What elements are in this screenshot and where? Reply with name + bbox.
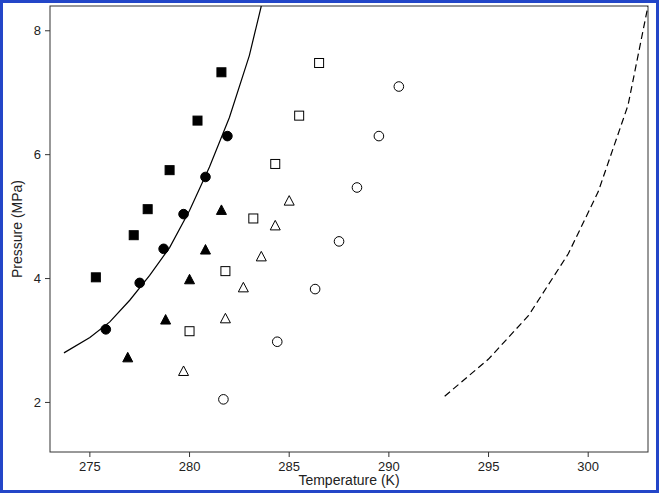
x-tick [588,452,589,457]
plot-area [64,6,648,404]
y-tick-label: 2 [34,395,41,410]
y-tick-label: 6 [34,147,41,162]
point [271,159,280,168]
plot-frame [50,6,648,452]
x-tick [189,452,190,457]
x-tick-label: 275 [79,459,101,474]
x-axis-label: Temperature (K) [298,472,399,488]
point [179,366,189,376]
point [223,131,233,141]
point [123,352,133,362]
x-tick-label: 285 [278,459,300,474]
y-tick [45,278,50,279]
curve [64,6,261,353]
point [129,231,138,240]
point [238,282,248,292]
point [217,68,226,77]
point [272,337,282,347]
point [352,183,362,193]
y-tick [45,402,50,403]
point [161,315,171,325]
point [185,274,195,284]
point [334,237,344,247]
point [193,116,202,125]
y-tick-label: 8 [34,23,41,38]
point [310,284,320,294]
point [165,166,174,175]
x-tick [488,452,489,457]
border [2,2,658,492]
y-axis-label: Pressure (MPa) [9,180,25,278]
point [315,58,324,67]
point [270,220,280,230]
point [143,205,152,214]
x-tick [89,452,90,457]
point [394,82,404,92]
point [221,267,230,276]
point [219,395,229,405]
point [249,214,258,223]
point [295,111,304,120]
x-tick [289,452,290,457]
y-tick [45,154,50,155]
point [185,327,194,336]
x-tick-label: 295 [478,459,500,474]
point [374,131,384,141]
curve [445,6,648,396]
point [91,273,100,282]
y-tick-label: 4 [34,271,41,286]
point [284,196,294,206]
x-tick-label: 280 [179,459,201,474]
x-tick [388,452,389,457]
x-tick-label: 300 [577,459,599,474]
point [220,313,230,323]
chart: 2752802852902953002468Temperature (K)Pre… [0,0,659,493]
point [256,251,266,261]
point [101,325,111,335]
y-tick [45,30,50,31]
point [200,245,210,255]
point [216,205,226,215]
